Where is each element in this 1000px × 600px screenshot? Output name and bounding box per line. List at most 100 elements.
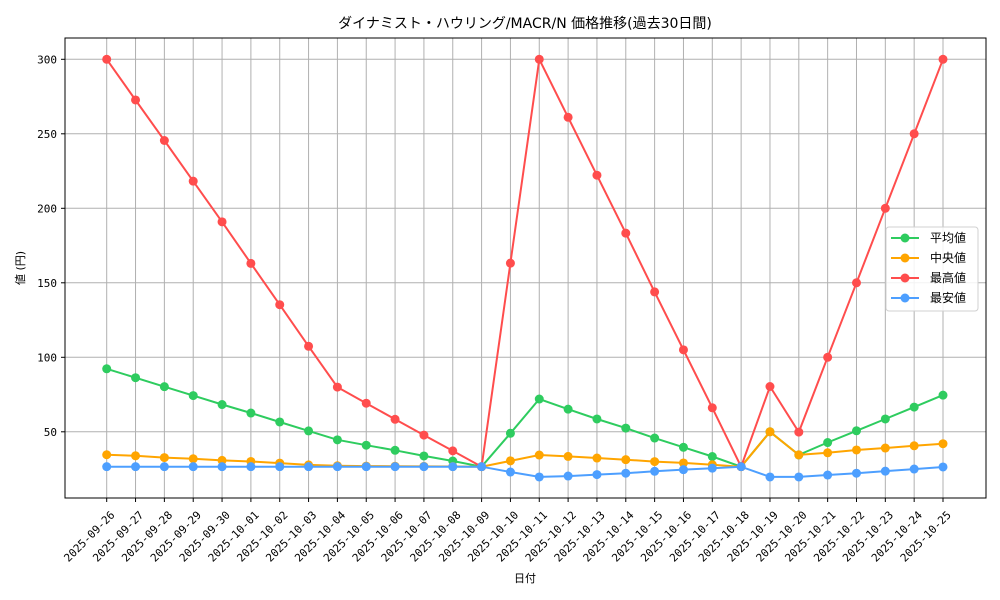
data-point — [477, 462, 487, 472]
data-point — [217, 400, 227, 410]
series-layer — [102, 54, 948, 482]
data-point — [419, 462, 429, 472]
y-tick-label: 250 — [37, 128, 57, 141]
series-0 — [102, 364, 948, 472]
data-point — [678, 345, 688, 355]
data-point — [592, 453, 602, 463]
data-point — [102, 54, 112, 64]
data-point — [765, 382, 775, 392]
legend-label: 最高値 — [930, 270, 966, 285]
data-point — [159, 136, 169, 146]
data-point — [563, 404, 573, 414]
data-point — [794, 472, 804, 482]
data-point — [678, 465, 688, 475]
legend-label: 最安値 — [930, 290, 966, 305]
data-point — [246, 258, 256, 268]
data-point — [304, 462, 314, 472]
data-point — [188, 462, 198, 472]
data-point — [650, 457, 660, 467]
data-point — [909, 402, 919, 412]
data-point — [131, 451, 141, 461]
y-tick-label: 100 — [37, 351, 57, 364]
data-point — [621, 455, 631, 465]
data-point — [592, 170, 602, 180]
data-point — [650, 287, 660, 297]
data-point — [275, 462, 285, 472]
data-point — [650, 433, 660, 443]
data-point — [246, 462, 256, 472]
series-3 — [102, 462, 948, 482]
data-point — [131, 462, 141, 472]
chart-title: ダイナミスト・ハウリング/MACR/N 価格推移(過去30日間) — [338, 16, 712, 32]
data-point — [448, 446, 458, 456]
data-point — [621, 423, 631, 433]
series-line — [106, 367, 944, 468]
data-point — [390, 445, 400, 455]
data-point — [505, 428, 515, 438]
data-point — [823, 448, 833, 458]
data-point — [592, 414, 602, 424]
plot-area — [64, 37, 987, 499]
legend-marker-icon — [900, 293, 910, 303]
data-point — [217, 217, 227, 227]
data-point — [880, 203, 890, 213]
data-point — [938, 390, 948, 400]
data-point — [823, 438, 833, 448]
data-point — [275, 300, 285, 310]
data-point — [909, 464, 919, 474]
data-point — [880, 414, 890, 424]
data-point — [505, 456, 515, 466]
data-point — [880, 443, 890, 453]
data-point — [390, 414, 400, 424]
data-point — [102, 462, 112, 472]
data-point — [707, 452, 717, 462]
data-point — [217, 455, 227, 465]
data-point — [361, 398, 371, 408]
data-point — [534, 54, 544, 64]
y-axis-label: 値 (円) — [14, 251, 27, 285]
data-point — [851, 278, 861, 288]
data-point — [707, 403, 717, 413]
data-point — [880, 466, 890, 476]
data-point — [765, 427, 775, 437]
data-point — [448, 462, 458, 472]
y-axis: 50 100 150 200 250 300 — [37, 53, 65, 439]
data-point — [419, 430, 429, 440]
data-point — [505, 467, 515, 477]
data-point — [304, 341, 314, 351]
y-tick-label: 300 — [37, 53, 57, 66]
data-point — [851, 445, 861, 455]
data-point — [304, 426, 314, 436]
data-point — [188, 176, 198, 186]
series-line — [105, 55, 944, 470]
y-tick-label: 50 — [44, 426, 57, 439]
x-axis-label: 日付 — [514, 572, 536, 585]
data-point — [736, 462, 746, 472]
data-point — [678, 442, 688, 452]
x-axis: 2025-09-262025-09-272025-09-282025-09-29… — [61, 498, 954, 565]
data-point — [563, 112, 573, 122]
data-point — [361, 440, 371, 450]
data-point — [246, 408, 256, 418]
data-point — [332, 462, 342, 472]
data-point — [621, 468, 631, 478]
grid-lines — [65, 38, 986, 498]
legend-marker-icon — [900, 253, 910, 263]
data-point — [909, 441, 919, 451]
data-point — [102, 450, 112, 460]
legend-marker-icon — [900, 233, 910, 243]
legend-label: 平均値 — [930, 230, 966, 245]
data-point — [188, 391, 198, 401]
data-point — [909, 129, 919, 139]
data-point — [159, 382, 169, 392]
data-point — [159, 462, 169, 472]
data-point — [592, 470, 602, 480]
data-point — [707, 463, 717, 473]
data-point — [765, 472, 775, 482]
series-1 — [102, 427, 948, 472]
data-point — [851, 468, 861, 478]
data-point — [131, 373, 141, 383]
data-point — [505, 258, 515, 268]
